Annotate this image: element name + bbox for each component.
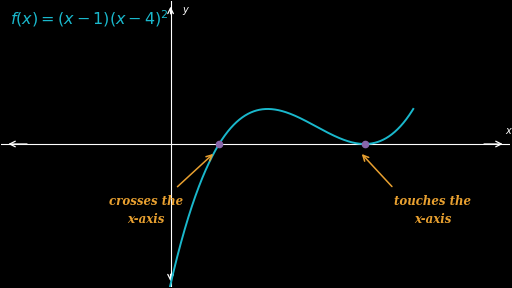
Text: x: x (505, 126, 511, 136)
Text: $f(x) = (x-1)(x-4)^2$: $f(x) = (x-1)(x-4)^2$ (10, 9, 169, 29)
Text: touches the
x-axis: touches the x-axis (394, 195, 471, 226)
Text: y: y (183, 5, 188, 16)
Text: crosses the
x-axis: crosses the x-axis (109, 195, 183, 226)
